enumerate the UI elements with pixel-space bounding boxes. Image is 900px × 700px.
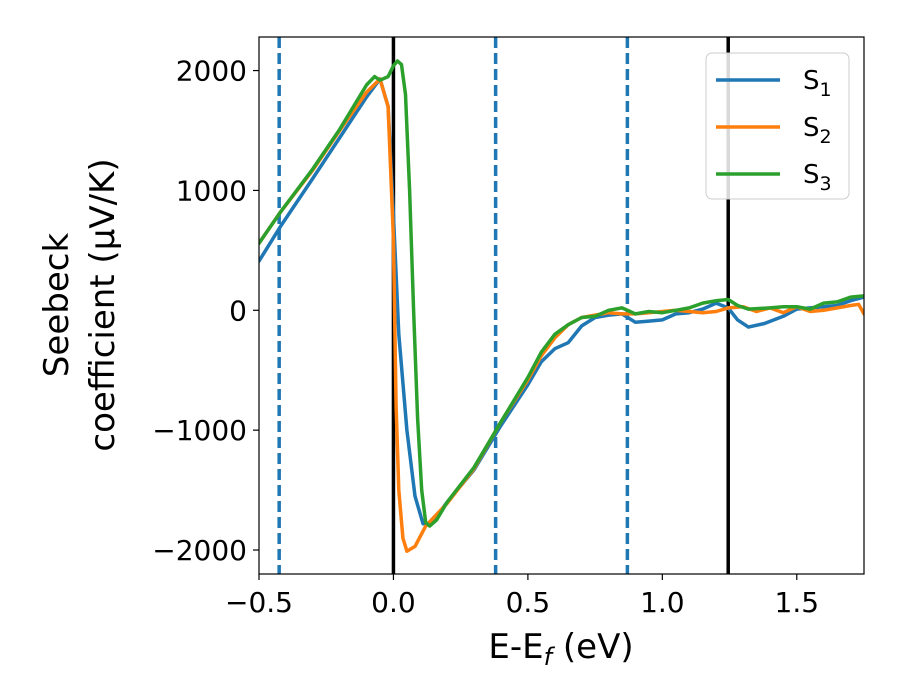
legend-label-s3: S3 (803, 160, 832, 195)
x-axis: −0.5 0.0 0.5 1.0 1.5 (225, 574, 819, 619)
series-line-s3 (259, 59, 864, 528)
x-tick-label: −0.5 (225, 586, 293, 619)
x-tick-label: 1.5 (775, 586, 820, 619)
y-axis: 2000 1000 0 −1000 −2000 (152, 55, 259, 567)
x-axis-label: E-Ef (eV) (488, 627, 633, 671)
y-axis-label: Seebeck coefficient (μV/K) (37, 158, 123, 451)
x-tick-label: 1.0 (640, 586, 685, 619)
y-tick-label: −2000 (152, 534, 247, 567)
plot-frame (258, 36, 865, 575)
x-tick-label: 0.5 (506, 586, 551, 619)
y-tick-label: −1000 (152, 414, 247, 447)
y-tick-label: 2000 (176, 55, 247, 88)
legend-label-s2: S2 (803, 113, 832, 148)
y-axis-label-line2: coefficient (μV/K) (83, 158, 123, 451)
series-lines (259, 59, 864, 553)
y-tick-label: 1000 (176, 174, 247, 207)
legend-label-s1: S1 (803, 66, 832, 101)
y-tick-label: 0 (229, 294, 247, 327)
legend: S1 S2 S3 (705, 52, 850, 200)
y-axis-label-line1: Seebeck (37, 233, 77, 378)
x-tick-label: 0.0 (371, 586, 416, 619)
